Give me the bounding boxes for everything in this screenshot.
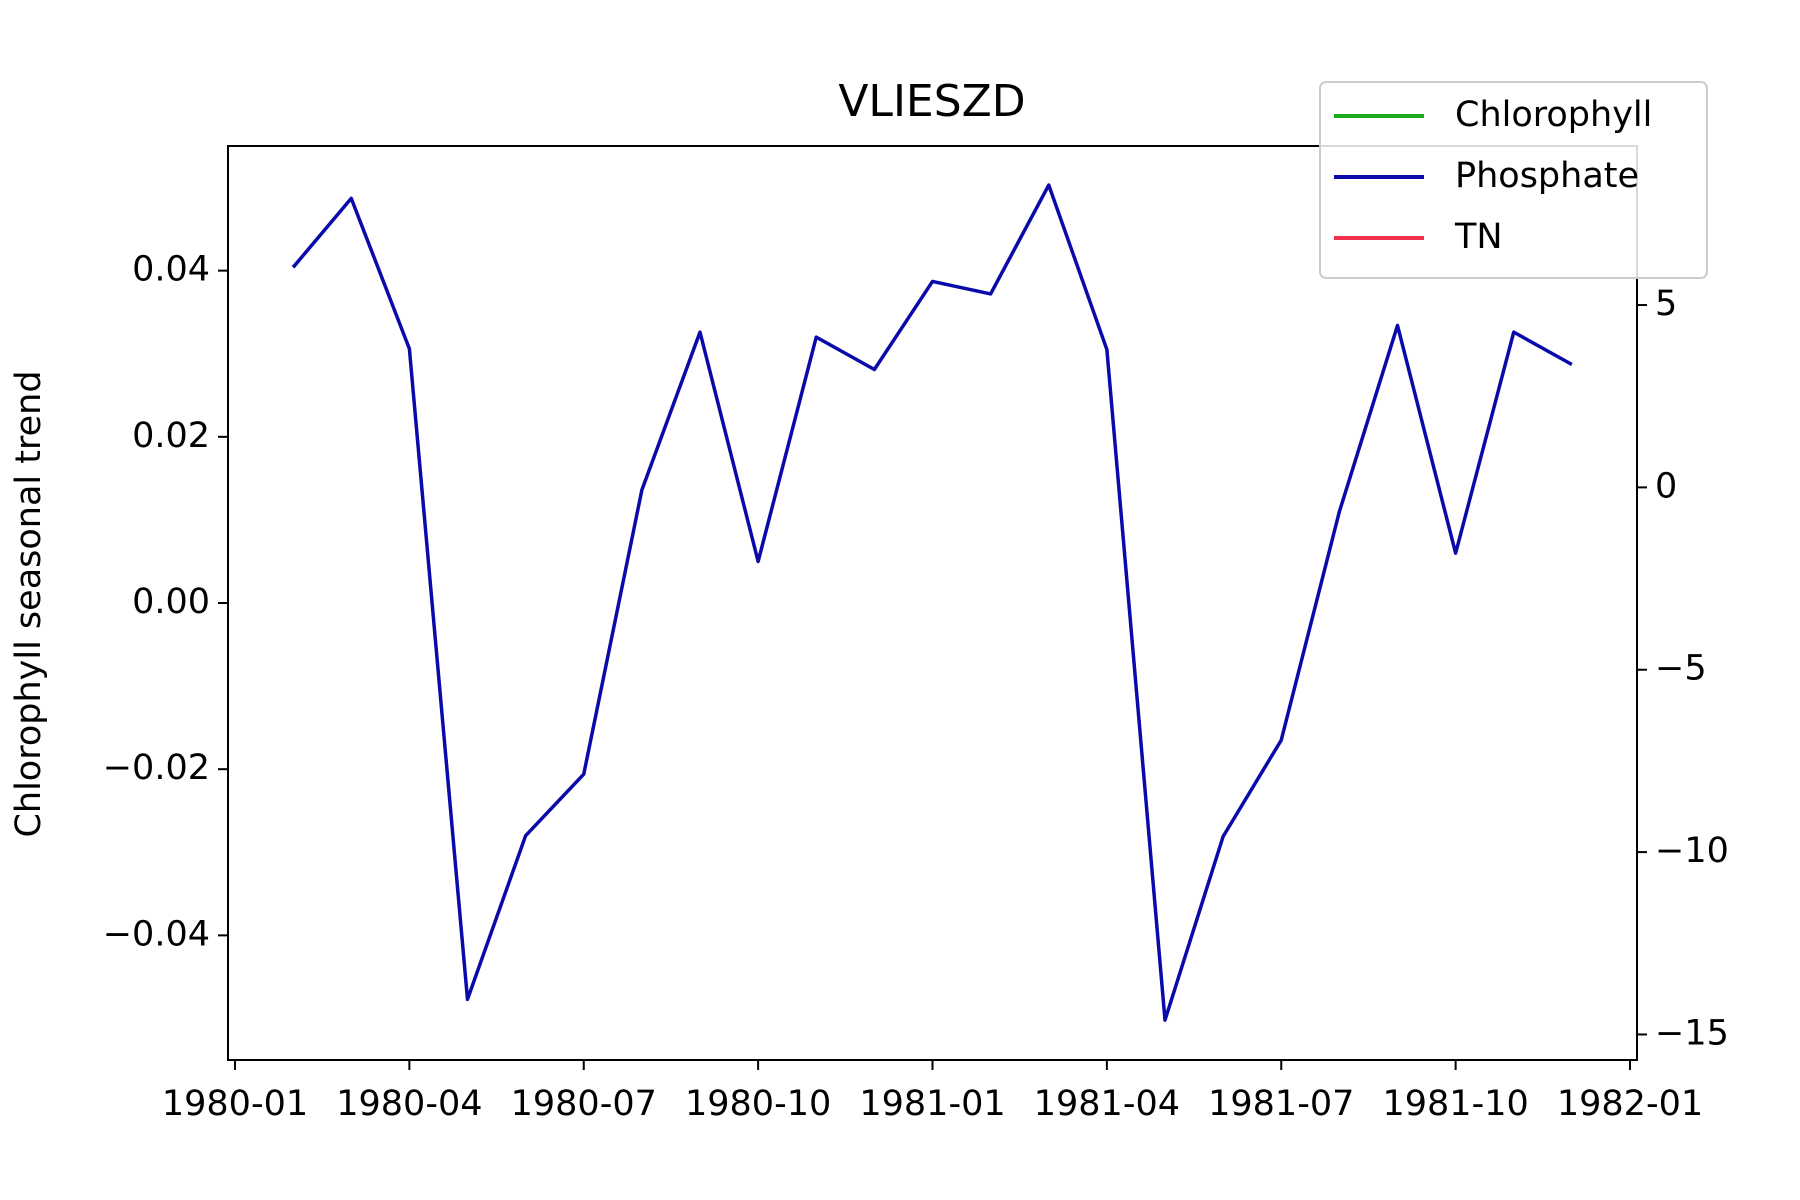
legend-box: [1319, 81, 1708, 279]
x-tick-label: 1982-01: [1557, 1084, 1703, 1124]
y-axis-label: Chlorophyll seasonal trend: [9, 370, 49, 837]
y-tick-label: 0.04: [132, 250, 210, 290]
x-tick-label: 1980-01: [162, 1084, 308, 1124]
x-tick-label: 1981-01: [859, 1084, 1005, 1124]
x-tick-label: 1981-04: [1034, 1084, 1180, 1124]
x-tick-label: 1981-10: [1383, 1084, 1529, 1124]
y-tick-label: 0.00: [132, 582, 210, 622]
legend-label: Phosphate: [1455, 156, 1639, 196]
y2-tick-label: −5: [1655, 649, 1707, 689]
legend-label: TN: [1454, 217, 1503, 257]
x-tick-label: 1981-07: [1208, 1084, 1354, 1124]
x-tick-label: 1980-07: [511, 1084, 657, 1124]
y-tick-label: −0.02: [103, 748, 210, 788]
y-tick-label: −0.04: [103, 914, 210, 954]
legend-label: Chlorophyll: [1455, 95, 1652, 135]
y2-tick-label: −15: [1655, 1013, 1729, 1053]
y-tick-label: 0.02: [132, 416, 210, 456]
plot-frame: [227, 145, 1638, 1061]
chart-title: VLIESZD: [838, 76, 1025, 127]
y2-tick-label: −10: [1655, 831, 1729, 871]
y2-tick-label: 0: [1655, 466, 1677, 506]
x-tick-label: 1980-10: [685, 1084, 831, 1124]
line: [291, 183, 1573, 1022]
y2-tick-label: 5: [1655, 284, 1677, 324]
x-tick-label: 1980-04: [336, 1084, 482, 1124]
